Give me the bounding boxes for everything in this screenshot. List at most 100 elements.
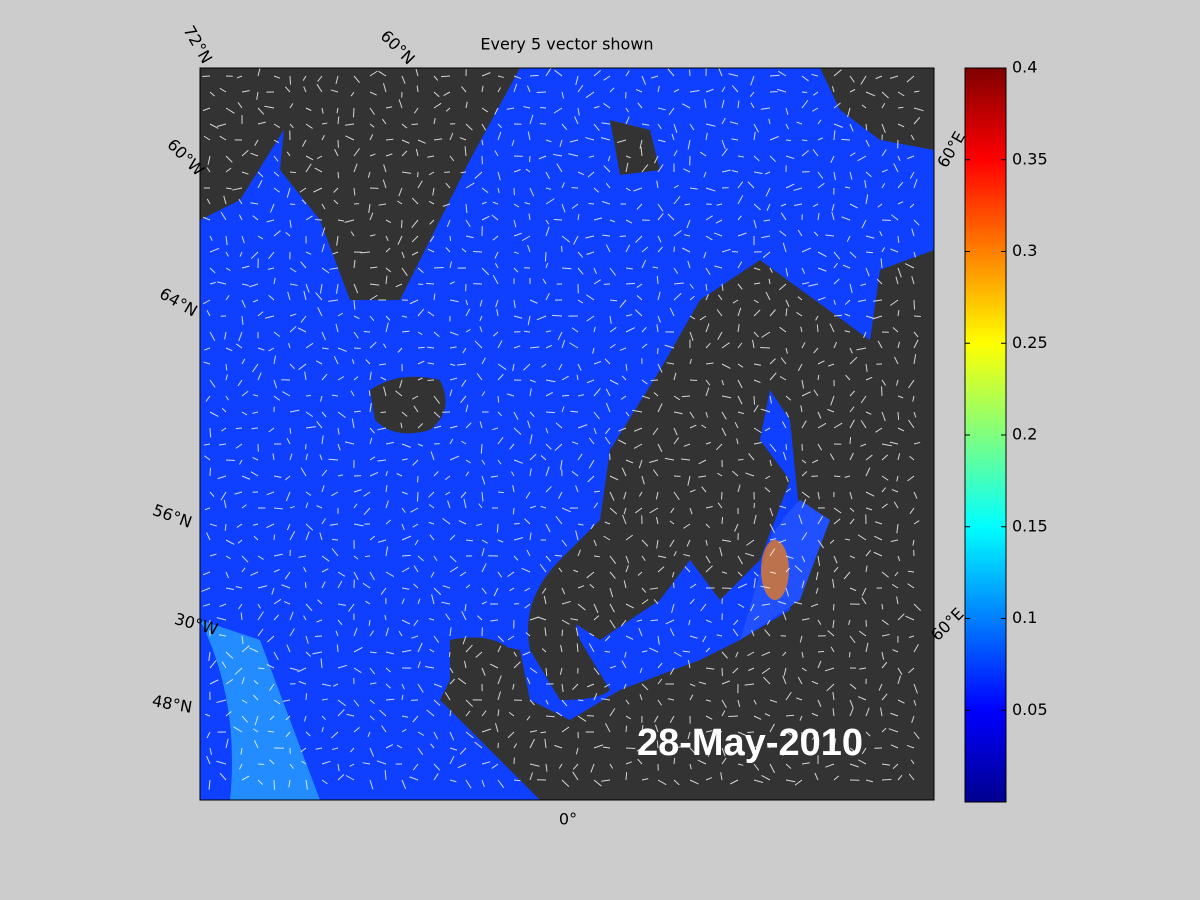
vector	[609, 327, 617, 333]
vector	[492, 275, 499, 285]
vector	[464, 603, 467, 612]
vector	[536, 315, 547, 321]
vector	[545, 523, 551, 533]
vector	[289, 611, 294, 621]
vector	[801, 667, 807, 672]
vector	[561, 587, 566, 595]
vector	[385, 138, 394, 141]
vector	[257, 585, 268, 589]
vector	[305, 215, 313, 221]
vector	[617, 439, 627, 445]
vector	[206, 198, 211, 205]
vector	[497, 171, 501, 181]
greenland-north	[280, 68, 520, 300]
vector	[433, 138, 443, 141]
vector	[428, 521, 435, 525]
vector	[673, 123, 678, 133]
vector	[609, 665, 616, 669]
vector	[876, 278, 883, 285]
vector	[737, 195, 744, 205]
vector	[673, 779, 680, 786]
vector	[273, 614, 280, 621]
vector	[369, 70, 378, 77]
vector	[206, 755, 211, 765]
vector	[618, 427, 627, 432]
vector	[254, 715, 259, 726]
vector	[369, 403, 372, 413]
vector	[305, 693, 308, 701]
vector	[721, 363, 731, 369]
vector	[689, 315, 696, 320]
vector	[305, 251, 312, 255]
vector	[801, 743, 807, 749]
vector	[305, 779, 308, 790]
vector	[863, 331, 867, 339]
colorbar-tick-label: 0.35	[1012, 149, 1048, 168]
vector	[541, 587, 547, 594]
vector	[744, 552, 755, 557]
vector	[849, 251, 857, 259]
vector	[559, 667, 563, 675]
vector	[335, 323, 339, 333]
map: 28-May-2010	[200, 68, 934, 800]
vector	[753, 282, 761, 285]
vector	[300, 467, 307, 477]
vector	[745, 472, 755, 477]
vector	[609, 708, 616, 717]
vector	[449, 779, 457, 783]
vector	[635, 88, 643, 93]
vector	[908, 379, 915, 389]
vector	[799, 715, 803, 721]
vector	[752, 339, 755, 349]
vector	[401, 535, 412, 541]
vector	[589, 583, 595, 589]
vector	[449, 678, 456, 685]
vector	[641, 599, 649, 605]
vector	[753, 763, 760, 771]
date-label: 28-May-2010	[637, 722, 863, 764]
vector	[575, 75, 579, 86]
vector	[769, 136, 779, 141]
vector	[705, 747, 710, 757]
vector	[433, 471, 439, 477]
vector	[689, 747, 697, 755]
vector	[609, 507, 618, 515]
vector	[252, 694, 259, 701]
vector	[459, 137, 467, 141]
vector	[873, 535, 883, 541]
vector	[717, 502, 723, 509]
vector	[401, 411, 408, 417]
vector	[801, 342, 806, 349]
vector	[333, 356, 339, 365]
vector	[545, 715, 555, 718]
vector	[331, 491, 339, 497]
vector	[543, 595, 547, 605]
vector	[463, 498, 467, 509]
vector	[797, 676, 803, 685]
vector	[625, 459, 634, 464]
vector	[849, 390, 856, 397]
vector	[890, 744, 899, 749]
vector	[733, 619, 739, 626]
vector	[302, 139, 307, 147]
vector	[769, 571, 776, 574]
vector	[737, 583, 748, 589]
vector	[673, 437, 680, 445]
vector	[305, 155, 314, 161]
vector	[346, 713, 355, 717]
vector	[561, 683, 564, 692]
vector	[832, 619, 835, 628]
vector	[641, 246, 649, 253]
vector	[555, 711, 563, 717]
vector	[817, 182, 825, 189]
vector	[319, 283, 323, 294]
vector	[525, 491, 531, 499]
vector	[760, 585, 771, 589]
vector	[913, 331, 919, 338]
vector	[641, 379, 648, 385]
vector	[225, 187, 232, 190]
vector	[241, 390, 249, 397]
vector	[363, 491, 371, 497]
vector	[849, 707, 854, 717]
vector	[513, 522, 520, 525]
